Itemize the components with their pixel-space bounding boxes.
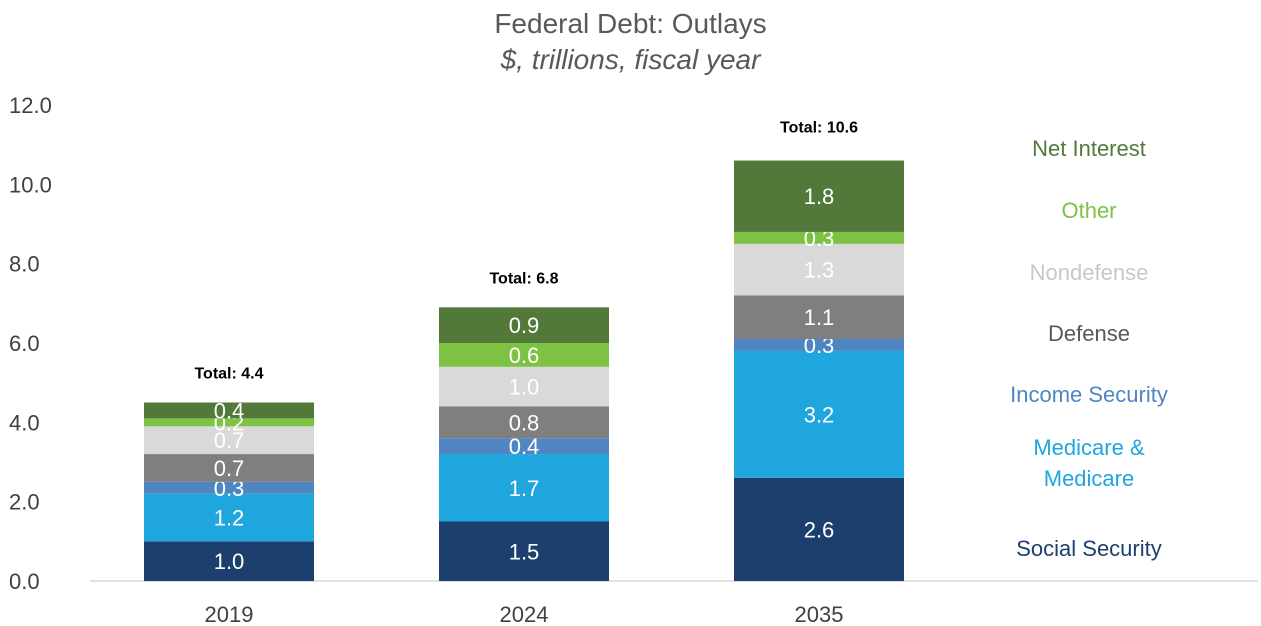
x-tick-label: 2019 <box>205 602 254 626</box>
bar-segment <box>734 350 904 478</box>
chart-subtitle: $, trillions, fiscal year <box>500 44 761 75</box>
legend-label: Medicare <box>1044 466 1134 491</box>
bar-segment <box>734 477 904 581</box>
bar-segment <box>439 438 609 455</box>
bar-segment <box>144 481 314 494</box>
legend-label: Income Security <box>1010 382 1168 407</box>
bar-segment <box>734 243 904 296</box>
bar-segment <box>439 521 609 581</box>
segment-label: 1.2 <box>214 506 245 531</box>
y-tick-label: 6.0 <box>9 331 40 356</box>
y-tick-label: 4.0 <box>9 410 40 435</box>
total-label: Total: 10.6 <box>780 120 858 137</box>
segment-label: 2.6 <box>804 517 835 542</box>
segment-label: 1.0 <box>509 375 540 400</box>
segment-label: 1.0 <box>214 549 245 574</box>
segment-label: 1.3 <box>804 258 835 283</box>
bar-segment <box>734 160 904 232</box>
bar-segment <box>734 231 904 244</box>
segment-label: 1.7 <box>509 476 540 501</box>
y-tick-label: 12.0 <box>9 93 52 118</box>
y-tick-label: 8.0 <box>9 252 40 277</box>
bar-segment <box>734 295 904 340</box>
legend-label: Net Interest <box>1032 136 1146 161</box>
y-tick-label: 10.0 <box>9 172 52 197</box>
legend-label: Other <box>1061 198 1116 223</box>
segment-label: 0.8 <box>509 410 540 435</box>
bar-segment <box>144 493 314 542</box>
segment-label: 1.5 <box>509 539 540 564</box>
y-tick-label: 2.0 <box>9 490 40 515</box>
bar-segment <box>439 406 609 439</box>
bar-segment <box>439 307 609 343</box>
bar-segment <box>439 366 609 407</box>
y-tick-label: 0.0 <box>9 569 40 594</box>
segment-label: 0.9 <box>509 313 540 338</box>
total-label: Total: 6.8 <box>489 270 558 287</box>
chart-title: Federal Debt: Outlays <box>494 8 767 39</box>
x-tick-label: 2024 <box>500 602 549 626</box>
total-label: Total: 4.4 <box>194 365 263 382</box>
bar-segment <box>144 541 314 581</box>
bar-segment <box>144 402 314 419</box>
segment-label: 0.4 <box>509 434 540 459</box>
legend-label: Medicare & <box>1033 435 1145 460</box>
legend-label: Social Security <box>1016 536 1162 561</box>
segment-label: 1.1 <box>804 305 835 330</box>
segment-label: 0.4 <box>214 398 245 423</box>
bar-segment <box>144 426 314 455</box>
legend-label: Nondefense <box>1030 260 1149 285</box>
bar-segment <box>734 339 904 351</box>
bar-segment <box>144 454 314 482</box>
bar-segment <box>439 454 609 522</box>
legend-label: Defense <box>1048 321 1130 346</box>
x-tick-label: 2035 <box>795 602 844 626</box>
bar-segment <box>439 343 609 367</box>
segment-label: 0.7 <box>214 428 245 453</box>
segment-label: 0.6 <box>509 343 540 368</box>
segment-label: 0.7 <box>214 456 245 481</box>
segment-label: 1.8 <box>804 184 835 209</box>
bar-segment <box>144 418 314 427</box>
segment-label: 3.2 <box>804 402 835 427</box>
